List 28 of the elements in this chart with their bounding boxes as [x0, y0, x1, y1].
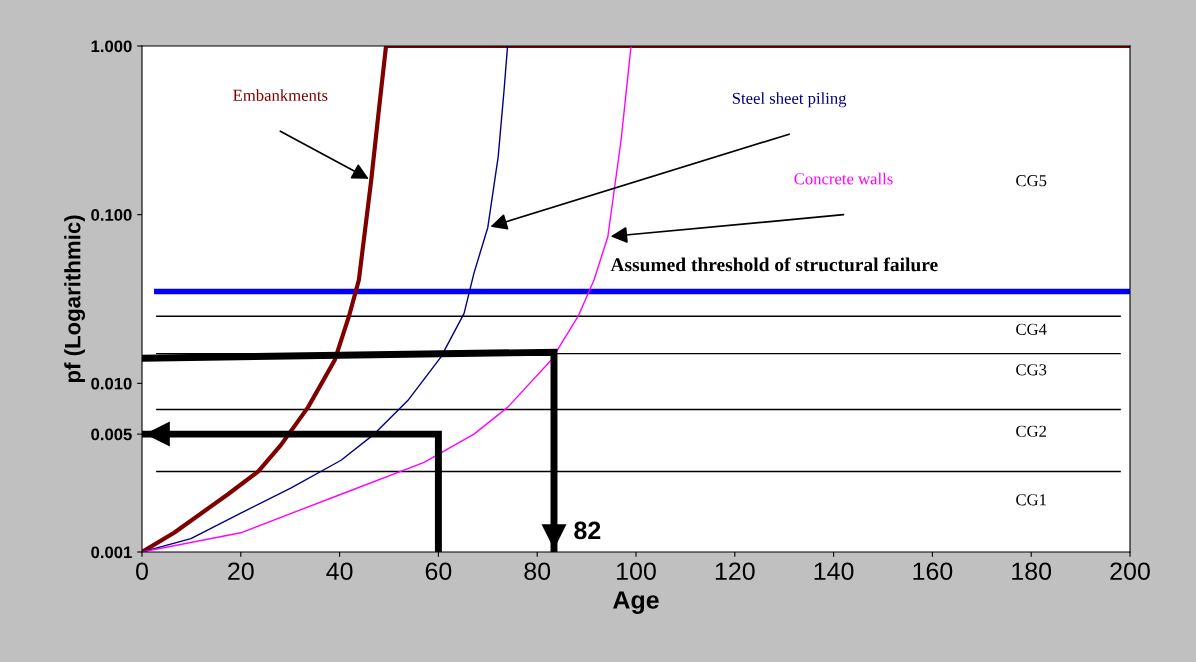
- x-tick-label: 200: [1110, 562, 1150, 581]
- y-tick-label: 0.100: [91, 209, 132, 221]
- annotation: CG4: [1016, 323, 1047, 335]
- y-tick-label: 1.000: [91, 40, 132, 53]
- ref-line-label: Assumed threshold of structural failure: [610, 257, 938, 272]
- x-tick-label: 80: [524, 562, 551, 581]
- text: Embankments: [233, 89, 328, 101]
- text: Steel sheet piling: [732, 92, 847, 108]
- y-tick-label: 0.001: [91, 546, 132, 559]
- x-axis-title: Age: [613, 591, 659, 614]
- annotation: CG1: [1016, 494, 1046, 506]
- x-tick-label: 40: [326, 562, 353, 581]
- annotation: CG5: [1016, 175, 1047, 187]
- x-tick-label: 180: [1012, 562, 1052, 581]
- x-tick-label: 160: [913, 562, 953, 581]
- y-tick-label: 0.010: [91, 377, 132, 390]
- annotation: CG3: [1016, 364, 1047, 376]
- x-tick-label: 140: [814, 562, 854, 581]
- y-axis-title: pf (Logarithmic): [64, 215, 86, 383]
- x-tick-label: 0: [136, 562, 148, 581]
- annotation: 82: [574, 521, 601, 540]
- x-tick-label: 60: [425, 562, 452, 581]
- x-tick-label: 100: [617, 562, 656, 581]
- x-tick-label: 20: [228, 562, 254, 581]
- text: Concrete walls: [794, 172, 893, 185]
- x-tick-label: 120: [715, 562, 755, 581]
- annotation: CG2: [1016, 425, 1047, 437]
- y-tick-label: 0.005: [91, 428, 132, 441]
